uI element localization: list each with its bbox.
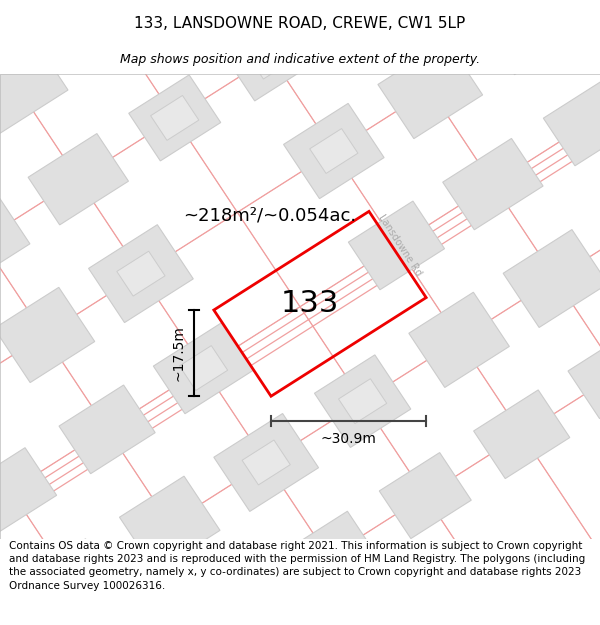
Text: ~17.5m: ~17.5m: [172, 325, 186, 381]
Text: Lansdowne Rd: Lansdowne Rd: [376, 213, 424, 278]
Polygon shape: [0, 448, 56, 534]
Text: Map shows position and indicative extent of the property.: Map shows position and indicative extent…: [120, 53, 480, 66]
Polygon shape: [64, 0, 160, 70]
Polygon shape: [338, 379, 387, 424]
Polygon shape: [214, 414, 319, 511]
Polygon shape: [284, 103, 384, 199]
Polygon shape: [473, 390, 570, 479]
Polygon shape: [409, 292, 509, 388]
Polygon shape: [317, 0, 418, 41]
Polygon shape: [479, 0, 575, 74]
Polygon shape: [28, 134, 128, 225]
Polygon shape: [179, 346, 227, 391]
Polygon shape: [117, 251, 165, 296]
Polygon shape: [349, 201, 445, 290]
Polygon shape: [158, 0, 259, 10]
Text: 133: 133: [281, 289, 339, 318]
Polygon shape: [119, 476, 220, 571]
Polygon shape: [0, 288, 95, 382]
Polygon shape: [339, 602, 444, 625]
Polygon shape: [223, 12, 319, 101]
Text: Contains OS data © Crown copyright and database right 2021. This information is : Contains OS data © Crown copyright and d…: [9, 541, 585, 591]
Polygon shape: [242, 440, 290, 485]
Polygon shape: [310, 129, 358, 174]
Polygon shape: [314, 355, 411, 447]
Polygon shape: [544, 80, 600, 166]
Polygon shape: [378, 41, 482, 139]
Polygon shape: [568, 328, 600, 419]
Polygon shape: [89, 224, 193, 322]
Text: ~218m²/~0.054ac.: ~218m²/~0.054ac.: [184, 207, 356, 225]
Polygon shape: [278, 511, 379, 602]
Polygon shape: [0, 36, 68, 134]
Polygon shape: [59, 385, 155, 474]
Polygon shape: [503, 229, 600, 328]
Polygon shape: [129, 75, 221, 161]
Polygon shape: [184, 574, 280, 625]
Polygon shape: [151, 96, 199, 141]
Polygon shape: [247, 34, 295, 79]
Polygon shape: [25, 539, 121, 625]
Polygon shape: [443, 139, 543, 230]
Polygon shape: [379, 452, 471, 539]
Text: ~30.9m: ~30.9m: [320, 432, 377, 446]
Polygon shape: [0, 196, 30, 285]
Text: 133, LANSDOWNE ROAD, CREWE, CW1 5LP: 133, LANSDOWNE ROAD, CREWE, CW1 5LP: [134, 16, 466, 31]
Polygon shape: [154, 322, 254, 414]
